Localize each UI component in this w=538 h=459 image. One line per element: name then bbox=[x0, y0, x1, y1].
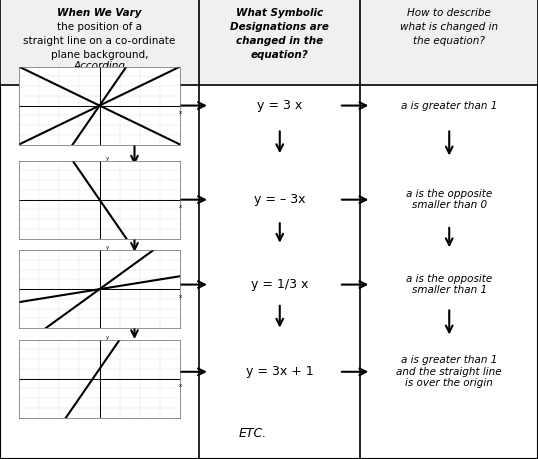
Text: what is changed in: what is changed in bbox=[400, 22, 498, 32]
Text: ETC.: ETC. bbox=[239, 427, 267, 440]
Text: straight line on a co-ordinate: straight line on a co-ordinate bbox=[24, 36, 175, 46]
Text: Designations are: Designations are bbox=[230, 22, 329, 32]
Bar bbox=[0, 0, 538, 85]
Text: a is greater than 1: a is greater than 1 bbox=[401, 101, 498, 111]
Text: y = 3 x: y = 3 x bbox=[257, 99, 302, 112]
Text: When We Vary: When We Vary bbox=[57, 8, 142, 18]
Text: changed in the: changed in the bbox=[236, 36, 323, 46]
Text: the equation?: the equation? bbox=[413, 36, 485, 46]
Text: What Symbolic: What Symbolic bbox=[236, 8, 323, 18]
Text: y = – 3x: y = – 3x bbox=[254, 193, 306, 206]
Text: How to describe: How to describe bbox=[407, 8, 491, 18]
Text: the position of a: the position of a bbox=[57, 22, 142, 32]
Text: a is the opposite
smaller than 0: a is the opposite smaller than 0 bbox=[406, 189, 492, 211]
Text: a is greater than 1
and the straight line
is over the origin: a is greater than 1 and the straight lin… bbox=[397, 355, 502, 388]
Text: to Visual Oppositions: to Visual Oppositions bbox=[45, 73, 154, 83]
Text: equation?: equation? bbox=[251, 50, 309, 60]
Text: y = 3x + 1: y = 3x + 1 bbox=[246, 365, 314, 378]
Text: plane background,: plane background, bbox=[51, 50, 148, 60]
Text: According: According bbox=[74, 61, 125, 71]
Text: y = 1/3 x: y = 1/3 x bbox=[251, 278, 308, 291]
Text: a is the opposite
smaller than 1: a is the opposite smaller than 1 bbox=[406, 274, 492, 296]
